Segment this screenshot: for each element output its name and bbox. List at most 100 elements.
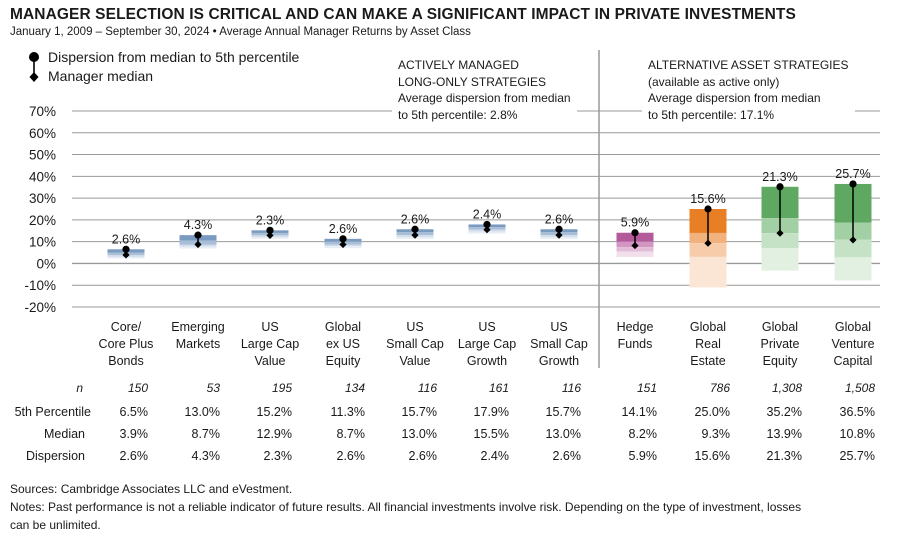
table-cell-median: 10.8% [840,427,875,441]
table-cell-median: 3.9% [120,427,149,441]
percentile-5-marker [194,231,202,239]
category-label: Funds [618,337,653,351]
data-labels: 2.6% 4.3% 2.3% 2.6% 2.6% 2.4% 2.6% 5.9% 15.6% 21.… [112,167,871,246]
y-tick-label: -10% [24,278,56,293]
table-cell-n: 161 [489,381,509,395]
table-cell-median: 8.2% [629,427,658,441]
table-cell-median: 9.3% [702,427,731,441]
category-label: Bonds [108,354,143,368]
percentile-5-marker [266,226,274,234]
chart-subtitle: January 1, 2009 – September 30, 2024 • A… [10,26,471,38]
table-cell-p5: 36.5% [840,405,875,419]
table-cell-dispersion: 5.9% [629,449,658,463]
table-cell-dispersion: 2.6% [409,449,438,463]
category-label: Private [761,337,800,351]
legend-label-median: Manager median [48,68,154,84]
bar-segment [834,239,872,258]
category-label: US [550,320,567,334]
table-row-label-dispersion: Dispersion [26,449,85,463]
dispersion-data-label: 2.6% [329,222,358,236]
panel-note-alternatives-box: ALTERNATIVE ASSET STRATEGIES (available … [642,55,855,125]
category-label: Growth [467,354,507,368]
dispersion-data-label: 2.3% [256,213,285,227]
table-cell-median: 13.9% [767,427,802,441]
y-axis-ticks: -20% -10% 0% 10% 20% 30% 40% 50% 60% 70% [24,104,56,315]
dispersion-data-label: 15.6% [690,192,725,206]
table-cell-p5: 15.2% [257,405,292,419]
bar-segment [834,257,872,281]
footer-notes-line2: can be unlimited. [10,518,101,532]
table-cell-n: 116 [562,381,581,395]
percentile-5-marker [483,220,491,229]
category-label: US [406,320,423,334]
category-label: ex US [326,337,360,351]
table-cell-p5: 25.0% [695,405,730,419]
table-cell-p5: 6.5% [120,405,149,419]
table-row-label-n: n [76,381,83,395]
table-cell-p5: 17.9% [474,405,509,419]
percentile-5-marker [776,183,784,191]
table-cell-n: 1,508 [845,381,875,395]
long-only-line2: LONG-ONLY STRATEGIES [398,74,547,89]
dispersion-data-label: 5.9% [621,216,650,230]
panel-note-alternatives: ALTERNATIVE ASSET STRATEGIES (available … [642,55,855,125]
category-label: Global [835,320,871,334]
table-row-label-p5: 5th Percentile [15,405,91,419]
table-cell-dispersion: 2.6% [553,449,582,463]
alternatives-line1: ALTERNATIVE ASSET STRATEGIES [648,58,849,72]
legend: Dispersion from median to 5th percentile… [28,48,299,86]
y-tick-label: 10% [29,235,56,250]
table-cell-dispersion: 2.4% [481,449,510,463]
percentile-5-marker [704,205,712,213]
median-marker [631,241,639,250]
category-label: Hedge [617,320,654,334]
dispersion-data-label: 2.6% [112,232,141,246]
bars [107,183,872,288]
median-marker [266,231,274,239]
gridlines [72,110,880,308]
percentile-5-marker [555,225,563,233]
table-cell-dispersion: 15.6% [695,449,730,463]
bar-segment [761,248,799,271]
alternatives-line4: to 5th percentile: 17.1% [648,107,775,122]
category-label: Large Cap [458,337,516,351]
category-label: Global [325,320,361,334]
alternatives-line3: Average dispersion from median [648,91,821,105]
table-cell-median: 8.7% [192,427,221,441]
table-cell-n: 134 [345,381,365,395]
bar-segment [616,251,654,257]
percentile-5-marker [849,180,857,188]
category-label: Value [399,354,430,368]
bar-group [689,209,727,288]
table-cell-median: 15.5% [474,427,509,441]
alternatives-line2: (available as active only) [648,74,780,89]
percentile-5-marker [122,245,130,253]
table-cell-dispersion: 2.6% [120,449,149,463]
category-label: Growth [539,354,579,368]
bar-segment [689,256,727,288]
category-label: Global [762,320,798,334]
table-cell-median: 12.9% [257,427,292,441]
bar-segment [616,247,654,252]
median-marker [122,251,130,259]
table-cell-p5: 11.3% [330,405,365,419]
markers [122,180,857,259]
category-label: Global [690,320,726,334]
dispersion-data-label: 21.3% [762,170,797,184]
category-label: US [478,320,495,334]
y-tick-label: -20% [24,300,56,315]
table-cell-n: 116 [418,381,437,395]
y-tick-label: 20% [29,213,56,228]
bar-segment [761,233,799,249]
category-label: Core/ [111,320,142,334]
category-label: Small Cap [530,337,588,351]
legend-item-median: Manager median [28,67,299,86]
category-label: Markets [176,337,220,351]
long-only-line1: ACTIVELY MANAGED [398,58,519,72]
table-cell-p5: 13.0% [185,405,220,419]
percentile-5-marker [631,229,639,237]
y-tick-label: 60% [29,126,56,141]
chart-title: MANAGER SELECTION IS CRITICAL AND CAN MA… [10,6,796,23]
table-cell-median: 13.0% [546,427,581,441]
panel-note-long-only-box: ACTIVELY MANAGED LONG-ONLY STRATEGIES Av… [392,55,577,125]
